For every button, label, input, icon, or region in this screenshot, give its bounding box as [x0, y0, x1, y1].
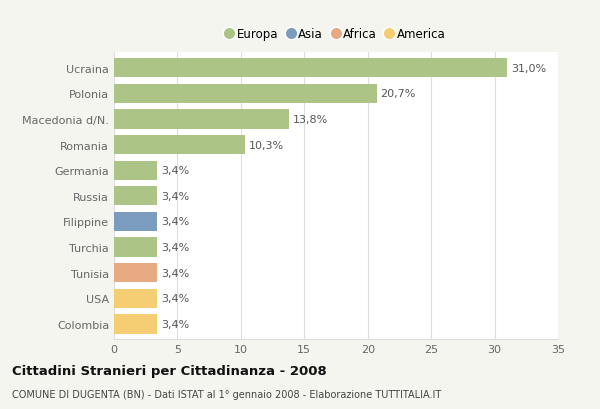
Text: 10,3%: 10,3% [248, 140, 284, 150]
Bar [114, 136, 245, 155]
Bar [114, 212, 157, 231]
Text: Cittadini Stranieri per Cittadinanza - 2008: Cittadini Stranieri per Cittadinanza - 2… [12, 364, 327, 377]
Bar [114, 110, 289, 129]
Bar [114, 315, 157, 334]
Bar [114, 85, 377, 103]
Text: 3,4%: 3,4% [161, 217, 189, 227]
Bar [114, 59, 507, 78]
Legend: Europa, Asia, Africa, America: Europa, Asia, Africa, America [223, 25, 449, 45]
Text: 3,4%: 3,4% [161, 294, 189, 303]
Text: 3,4%: 3,4% [161, 268, 189, 278]
Bar [114, 263, 157, 283]
Text: 31,0%: 31,0% [511, 63, 546, 74]
Bar [114, 187, 157, 206]
Text: 3,4%: 3,4% [161, 319, 189, 329]
Text: COMUNE DI DUGENTA (BN) - Dati ISTAT al 1° gennaio 2008 - Elaborazione TUTTITALIA: COMUNE DI DUGENTA (BN) - Dati ISTAT al 1… [12, 389, 441, 399]
Text: 20,7%: 20,7% [380, 89, 416, 99]
Text: 3,4%: 3,4% [161, 166, 189, 176]
Text: 13,8%: 13,8% [293, 115, 328, 125]
Bar [114, 238, 157, 257]
Text: 3,4%: 3,4% [161, 243, 189, 252]
Bar [114, 289, 157, 308]
Text: 3,4%: 3,4% [161, 191, 189, 201]
Bar [114, 161, 157, 180]
